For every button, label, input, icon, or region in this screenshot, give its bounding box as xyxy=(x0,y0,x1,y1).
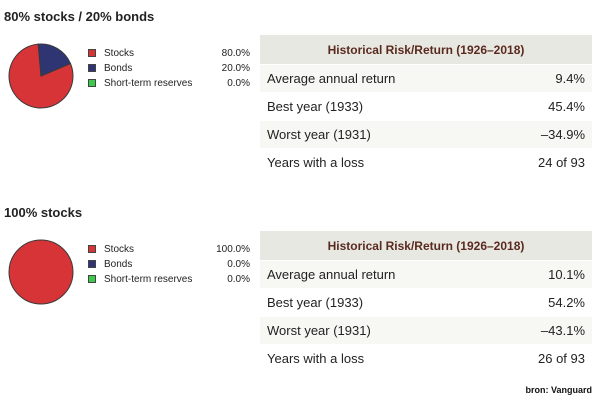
pie-slice-bonds xyxy=(37,43,72,77)
portfolio-section-1: 80% stocks / 20% bonds Stocks 80.0% Bond… xyxy=(0,9,600,189)
table-header-row: Historical Risk/Return (1926–2018) xyxy=(260,231,592,261)
legend-label: Short-term reserves xyxy=(104,274,193,285)
row-label: Average annual return xyxy=(260,64,493,93)
stocks-swatch xyxy=(88,245,96,253)
row-label: Years with a loss xyxy=(260,148,493,176)
legend-value: 100.0% xyxy=(216,244,250,255)
bonds-swatch xyxy=(88,260,96,268)
legend-label: Stocks xyxy=(104,48,135,59)
allocation-pie-chart xyxy=(8,239,74,305)
allocation-pie-chart xyxy=(8,43,74,109)
pie-slice-stocks xyxy=(8,239,74,305)
table-row: Average annual return 10.1% xyxy=(260,260,592,289)
legend-item-stocks: Stocks 80.0% xyxy=(88,46,250,61)
legend-item-bonds: Bonds 0.0% xyxy=(88,257,250,272)
table-row: Worst year (1931) –34.9% xyxy=(260,120,592,149)
legend-value: 0.0% xyxy=(227,259,250,270)
portfolio-title: 80% stocks / 20% bonds xyxy=(4,9,155,24)
table-header-row: Historical Risk/Return (1926–2018) xyxy=(260,35,592,65)
row-value: –34.9% xyxy=(492,120,592,149)
row-label: Average annual return xyxy=(260,260,493,289)
risk-return-table: Historical Risk/Return (1926–2018) Avera… xyxy=(260,35,592,176)
table-header: Historical Risk/Return (1926–2018) xyxy=(260,231,592,261)
row-label: Best year (1933) xyxy=(260,92,493,121)
reserves-swatch xyxy=(88,79,96,87)
row-label: Years with a loss xyxy=(260,344,493,372)
row-value: 54.2% xyxy=(492,288,592,317)
table-row: Years with a loss 24 of 93 xyxy=(260,148,592,176)
legend-label: Short-term reserves xyxy=(104,78,193,89)
legend-item-bonds: Bonds 20.0% xyxy=(88,61,250,76)
table-row: Best year (1933) 45.4% xyxy=(260,92,592,121)
legend-item-reserves: Short-term reserves 0.0% xyxy=(88,272,250,287)
table-row: Years with a loss 26 of 93 xyxy=(260,344,592,372)
row-value: 45.4% xyxy=(492,92,592,121)
risk-return-table: Historical Risk/Return (1926–2018) Avera… xyxy=(260,231,592,372)
row-value: 24 of 93 xyxy=(492,148,592,176)
legend-value: 0.0% xyxy=(227,274,250,285)
table-row: Best year (1933) 54.2% xyxy=(260,288,592,317)
legend-item-stocks: Stocks 100.0% xyxy=(88,242,250,257)
stocks-swatch xyxy=(88,49,96,57)
portfolio-title: 100% stocks xyxy=(4,205,83,220)
bonds-swatch xyxy=(88,64,96,72)
legend-value: 0.0% xyxy=(227,78,250,89)
row-value: 26 of 93 xyxy=(492,344,592,372)
table-row: Average annual return 9.4% xyxy=(260,64,592,93)
allocation-legend: Stocks 80.0% Bonds 20.0% Short-term rese… xyxy=(88,46,250,91)
portfolio-section-2: 100% stocks Stocks 100.0% Bonds 0.0% Sho… xyxy=(0,205,600,385)
row-label: Worst year (1931) xyxy=(260,120,493,149)
table-header: Historical Risk/Return (1926–2018) xyxy=(260,35,592,65)
legend-value: 20.0% xyxy=(221,63,250,74)
table-row: Worst year (1931) –43.1% xyxy=(260,316,592,345)
legend-value: 80.0% xyxy=(221,48,250,59)
row-value: 10.1% xyxy=(492,260,592,289)
row-label: Worst year (1931) xyxy=(260,316,493,345)
allocation-legend: Stocks 100.0% Bonds 0.0% Short-term rese… xyxy=(88,242,250,287)
legend-item-reserves: Short-term reserves 0.0% xyxy=(88,76,250,91)
row-value: –43.1% xyxy=(492,316,592,345)
row-value: 9.4% xyxy=(492,64,592,93)
source-note: bron: Vanguard xyxy=(525,385,592,395)
legend-label: Bonds xyxy=(104,259,133,270)
row-label: Best year (1933) xyxy=(260,288,493,317)
reserves-swatch xyxy=(88,275,96,283)
legend-label: Bonds xyxy=(104,63,133,74)
legend-label: Stocks xyxy=(104,244,135,255)
